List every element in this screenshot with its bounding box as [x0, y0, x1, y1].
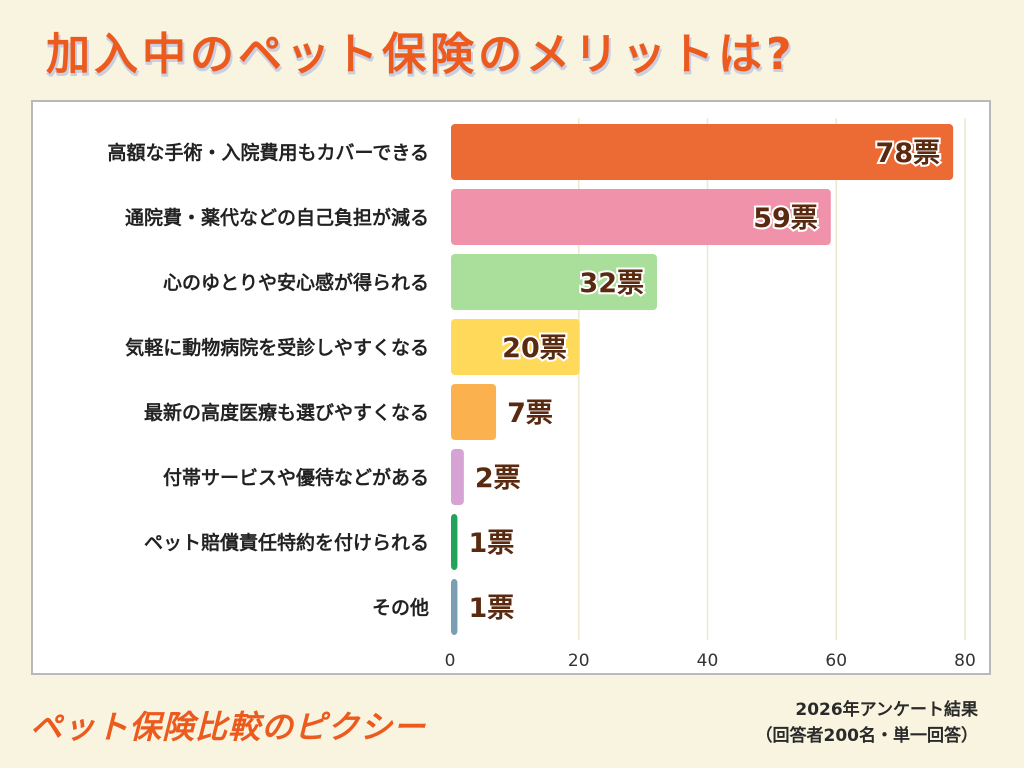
- category-label: その他: [372, 596, 429, 619]
- x-tick-label: 20: [568, 651, 590, 671]
- bar: [451, 124, 954, 180]
- value-label: 2票: [475, 463, 521, 494]
- value-label: 20票: [502, 333, 567, 364]
- bar: [451, 189, 831, 245]
- category-label: 最新の高度医療も選びやすくなる: [144, 401, 429, 424]
- value-label: 59票: [753, 203, 818, 234]
- category-label: ペット賠償責任特約を付けられる: [144, 531, 429, 554]
- bar: [451, 449, 464, 505]
- survey-note: 2026年アンケート結果 （回答者200名・単一回答）: [756, 697, 979, 749]
- survey-note-line1: 2026年アンケート結果: [795, 700, 978, 720]
- x-tick-label: 60: [825, 651, 847, 671]
- bar: [451, 254, 657, 310]
- bar: [451, 384, 497, 440]
- category-label: 気軽に動物病院を受診しやすくなる: [125, 336, 429, 359]
- brand-logo-text: ペット保険比較のピクシー: [30, 708, 427, 746]
- value-label: 32票: [579, 268, 644, 299]
- chart-title: 加入中のペット保険のメリットは?: [46, 29, 796, 80]
- value-label: 1票: [468, 593, 514, 624]
- value-label: 7票: [507, 398, 553, 429]
- category-label: 通院費・薬代などの自己負担が減る: [125, 206, 429, 229]
- bar: [451, 319, 580, 375]
- x-tick-label: 40: [697, 651, 719, 671]
- chart-panel: 高額な手術・入院費用もカバーできる 78票通院費・薬代などの自己負担が減る 59票心…: [31, 100, 991, 675]
- x-tick-label: 80: [954, 651, 976, 671]
- survey-note-line2: （回答者200名・単一回答）: [755, 726, 979, 746]
- category-label: 高額な手術・入院費用もカバーできる: [108, 141, 429, 164]
- value-label: 78票: [876, 138, 941, 169]
- category-label: 心のゆとりや安心感が得られる: [163, 271, 429, 294]
- x-tick-label: 0: [445, 651, 456, 671]
- bar: [451, 579, 458, 635]
- bar: [451, 514, 458, 570]
- category-label: 付帯サービスや優待などがある: [163, 466, 429, 489]
- value-label: 1票: [468, 528, 514, 559]
